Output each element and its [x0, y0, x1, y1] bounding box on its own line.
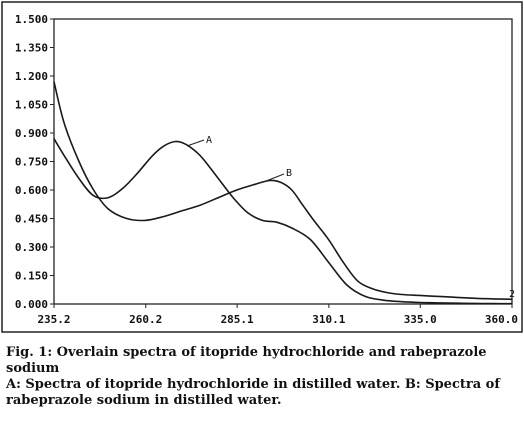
y-tick-label: 1.200 [15, 70, 48, 83]
x-tick-label: 235.2 [37, 313, 70, 326]
y-tick-label: 0.750 [15, 156, 48, 169]
y-tick-label: 1.050 [15, 99, 48, 112]
x-tick-label: 285.1 [221, 313, 254, 326]
x-axis: 235.2 260.2 285.1 310.1 335.0 360.0 [37, 304, 518, 326]
y-tick-label: 1.350 [15, 42, 48, 55]
x-tick-label: 360.0 [485, 313, 518, 326]
series-a-leader-line [186, 139, 205, 147]
series-b-leader-line [265, 173, 285, 182]
figure-caption-title: Fig. 1: Overlain spectra of itopride hyd… [6, 345, 487, 376]
plot-frame [53, 18, 513, 305]
series-b-label: B [286, 168, 292, 179]
series-line-a [53, 138, 513, 305]
plot-area [53, 18, 513, 305]
label-layer: A B 2 [186, 135, 515, 300]
end-marker-label: 2 [509, 289, 515, 300]
y-tick-label: 0.900 [15, 127, 48, 140]
series-line-b [53, 81, 513, 301]
y-tick-label: 0.600 [15, 184, 48, 197]
y-tick-label: 0.000 [15, 298, 48, 311]
y-tick-label: 0.450 [15, 213, 48, 226]
x-tick-label: 310.1 [312, 313, 345, 326]
x-tick-label: 260.2 [129, 313, 162, 326]
figure-frame: 0.000 0.150 0.300 0.450 0.600 0.750 0.900 1.050… [1, 1, 523, 333]
figure-border [1, 1, 523, 333]
y-tick-label: 1.500 [15, 13, 48, 26]
series-layer [53, 81, 513, 305]
y-tick-label: 0.300 [15, 241, 48, 254]
figure-caption-body: A: Spectra of itopride hydrochloride in … [6, 377, 500, 408]
x-tick-label: 335.0 [404, 313, 437, 326]
spectra-chart: 0.000 0.150 0.300 0.450 0.600 0.750 0.900 1.050… [1, 1, 523, 333]
y-tick-label: 0.150 [15, 270, 48, 283]
y-axis: 0.000 0.150 0.300 0.450 0.600 0.750 0.900 1.050… [15, 13, 54, 311]
series-a-label: A [206, 135, 212, 146]
